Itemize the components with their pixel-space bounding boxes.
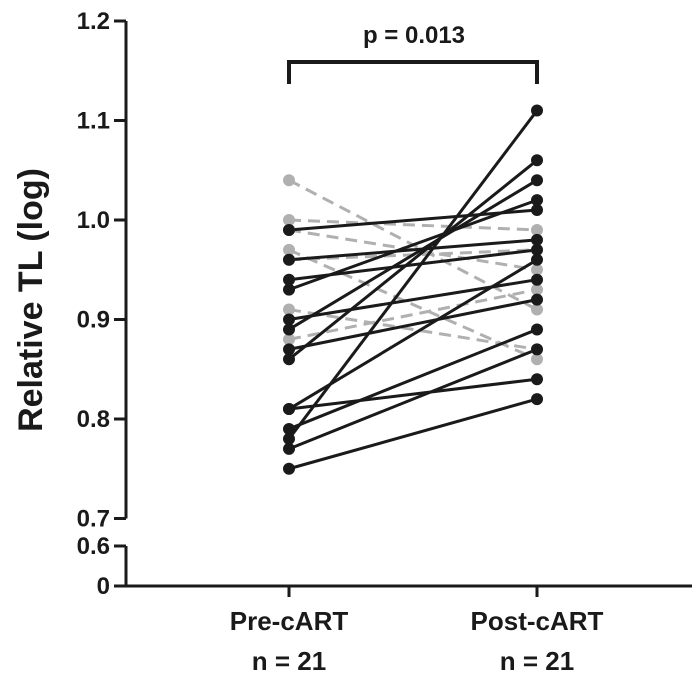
solid-pair-post-point-8	[531, 373, 543, 386]
axes: 0.7 0.8 0.9 1.0 1.1 1.2 0 0.6	[77, 8, 692, 600]
significance-bracket	[287, 60, 539, 84]
dashed-pair-pre-point-3	[283, 243, 295, 256]
solid-pair-pre-point-2	[283, 273, 295, 286]
x-category-n-post: n = 21	[500, 646, 574, 676]
x-category-label-post: Post-cART	[471, 606, 604, 636]
dashed-pair-post-point-6	[531, 283, 543, 296]
solid-pair-pre-point-4	[283, 313, 295, 326]
solid-pair-pre-point-6	[283, 343, 295, 356]
solid-pair-line-0	[288, 208, 538, 232]
y-tick-label-0.8: 0.8	[77, 406, 110, 433]
solid-pair-post-point-4	[531, 273, 543, 286]
dashed-pair-line-3	[288, 248, 538, 361]
dashed-series-points	[283, 174, 543, 366]
solid-pair-pre-point-9	[283, 403, 295, 416]
p-value-label: p = 0.013	[363, 22, 465, 49]
y-axis-label: Relative TL (log)	[12, 168, 50, 432]
dashed-pair-pre-point-5	[283, 303, 295, 316]
solid-pair-line-12	[288, 347, 538, 451]
y-tick-label-0.9: 0.9	[77, 307, 110, 334]
y-tick-label-1.1: 1.1	[77, 108, 110, 135]
solid-series-points	[283, 104, 543, 475]
solid-pair-pre-point-13	[283, 462, 295, 475]
dashed-series-lines	[288, 178, 538, 361]
solid-pair-line-8	[288, 377, 538, 411]
solid-pair-post-point-11	[531, 104, 543, 117]
solid-pair-post-point-0	[531, 204, 543, 217]
solid-pair-pre-point-1	[283, 253, 295, 266]
y-tick-label-0.6: 0.6	[77, 533, 110, 560]
solid-series-lines	[287, 109, 539, 471]
solid-pair-line-3	[288, 198, 538, 292]
y-tick-label-1.0: 1.0	[77, 207, 110, 234]
solid-pair-post-point-3	[531, 194, 543, 207]
dashed-pair-pre-point-1	[283, 214, 295, 226]
solid-pair-line-9	[288, 258, 538, 411]
solid-pair-line-13	[288, 397, 538, 471]
dashed-pair-post-point-3	[531, 353, 543, 366]
x-category-n-pre: n = 21	[252, 646, 326, 676]
solid-pair-post-point-13	[531, 393, 543, 406]
y-tick-label-1.2: 1.2	[77, 8, 110, 35]
solid-pair-post-point-5	[531, 174, 543, 187]
dashed-pair-post-point-0	[531, 303, 543, 316]
dashed-pair-line-1	[288, 218, 538, 232]
solid-pair-line-4	[288, 278, 538, 321]
solid-pair-line-7	[288, 159, 538, 361]
dashed-pair-post-point-2	[531, 263, 543, 276]
y-tick-label-0.7: 0.7	[77, 506, 110, 533]
solid-pair-pre-point-7	[283, 353, 295, 366]
y-tick-label-0: 0	[97, 573, 110, 600]
solid-pair-pre-point-5	[283, 323, 295, 336]
solid-pair-post-point-10	[531, 323, 543, 336]
solid-pair-pre-point-10	[283, 422, 295, 435]
solid-pair-line-5	[288, 178, 538, 331]
solid-pair-pre-point-3	[283, 283, 295, 296]
dashed-pair-line-5	[288, 308, 538, 351]
solid-pair-post-point-1	[531, 233, 543, 246]
solid-pair-pre-point-12	[283, 442, 295, 455]
solid-pair-post-point-6	[531, 293, 543, 306]
x-category-label-pre: Pre-cART	[230, 606, 349, 636]
solid-pair-post-point-2	[531, 243, 543, 256]
dashed-pair-pre-point-6	[283, 333, 295, 346]
dashed-pair-line-6	[288, 288, 538, 341]
dashed-pair-post-point-1	[531, 223, 543, 236]
solid-pair-post-point-7	[531, 154, 543, 167]
solid-pair-post-point-9	[531, 253, 543, 266]
solid-pair-line-11	[287, 109, 539, 440]
solid-pair-line-6	[288, 298, 538, 351]
solid-pair-pre-point-0	[283, 223, 295, 236]
dashed-pair-pre-point-0	[283, 174, 295, 187]
solid-pair-line-1	[288, 238, 538, 262]
solid-pair-pre-point-11	[283, 432, 295, 445]
solid-pair-post-point-12	[531, 343, 543, 356]
solid-pair-line-10	[288, 328, 538, 431]
